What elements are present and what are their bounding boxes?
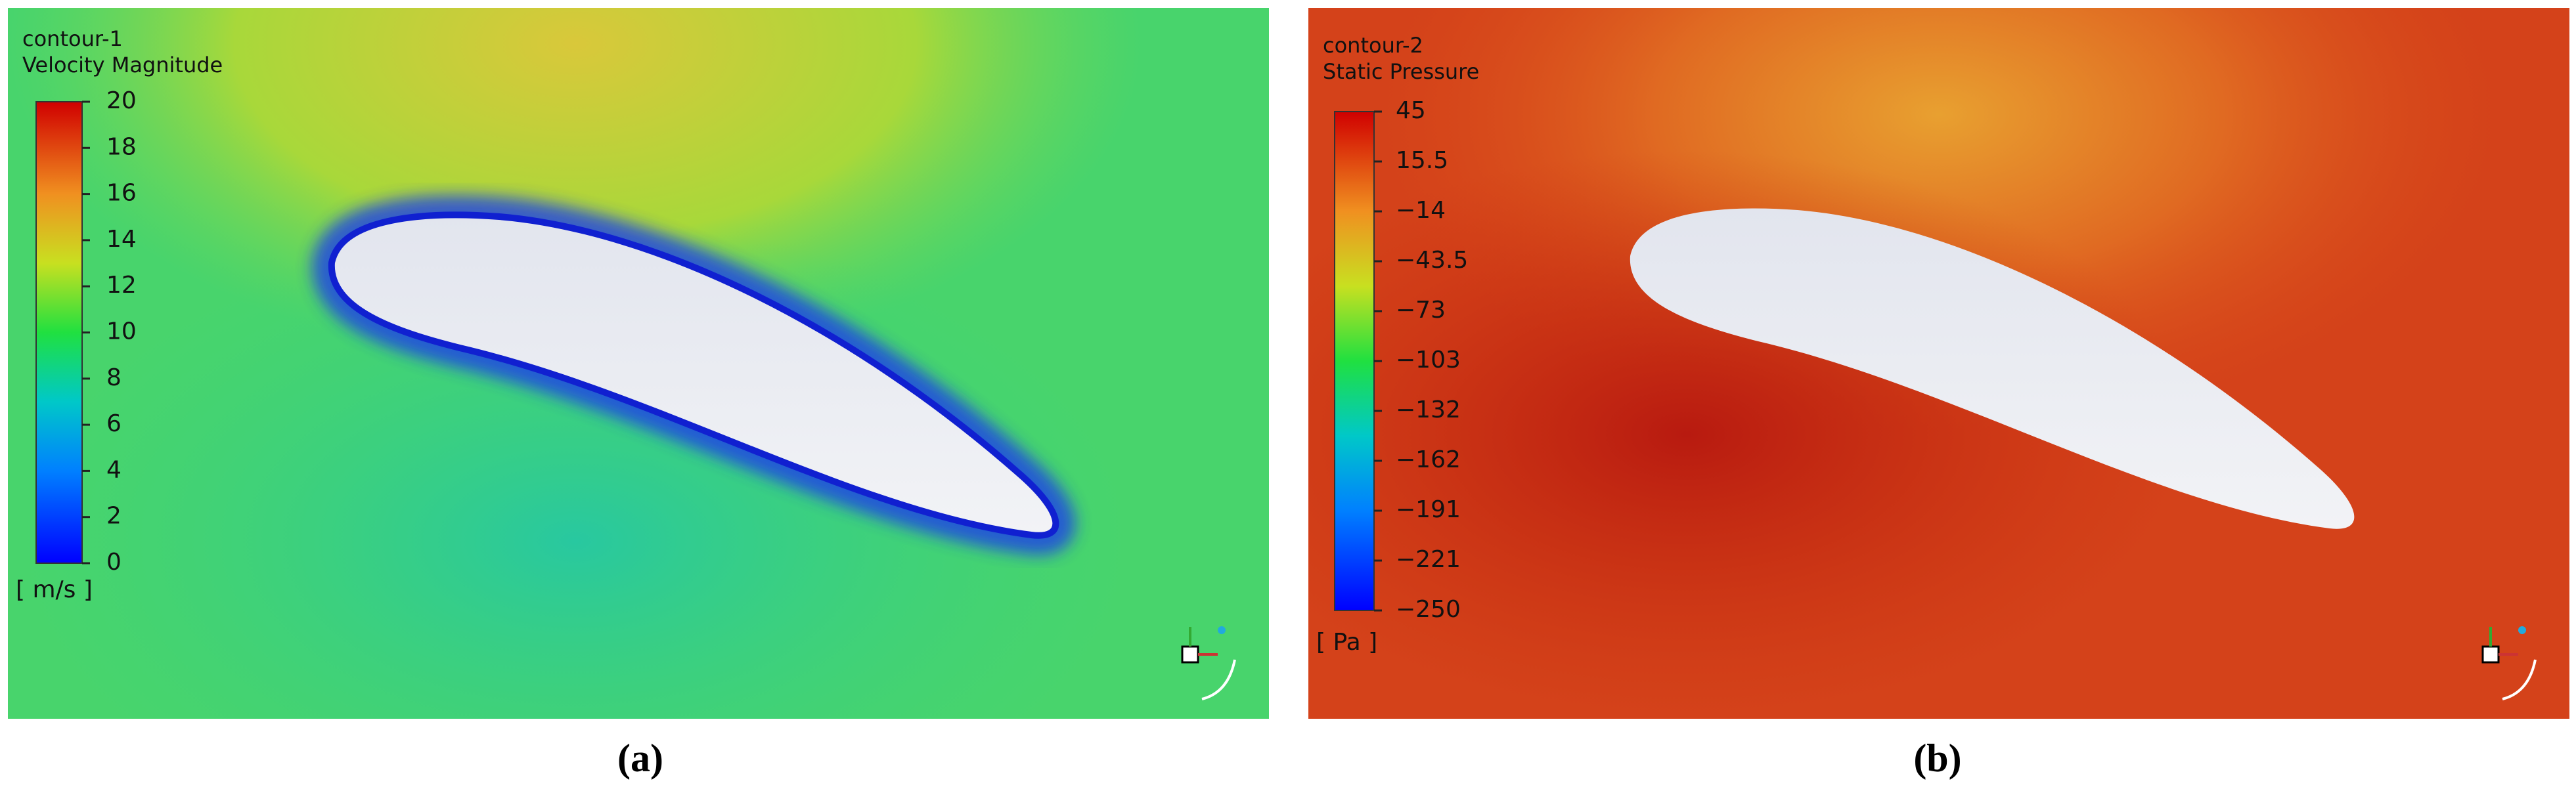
colorbar-tick-label: 20 bbox=[106, 87, 137, 114]
colorbar-tick-label: −73 bbox=[1396, 297, 1446, 324]
colorbar-units: [ m/s ] bbox=[16, 576, 93, 603]
colorbar-quantity: Static Pressure bbox=[1323, 59, 1479, 84]
colorbar-tick-label: 12 bbox=[106, 272, 137, 299]
colorbar-tick-label: −221 bbox=[1396, 546, 1461, 573]
colorbar-tick-label: 10 bbox=[106, 318, 137, 345]
colorbar-tick-label: 0 bbox=[106, 549, 122, 576]
colorbar-tick-label: 18 bbox=[106, 133, 137, 160]
colorbar-tick-label: −14 bbox=[1396, 197, 1446, 224]
axis-triad bbox=[1181, 626, 1236, 700]
colorbar-tick-label: 15.5 bbox=[1396, 147, 1448, 174]
panel-a bbox=[8, 8, 1269, 719]
colorbar-tick-label: −43.5 bbox=[1396, 247, 1468, 274]
colorbar-tick-label: 45 bbox=[1396, 97, 1426, 124]
panel-b bbox=[1308, 8, 2569, 719]
caption: (a) bbox=[617, 736, 663, 780]
colorbar-tick-label: 4 bbox=[106, 456, 122, 483]
colorbar-tick-label: −162 bbox=[1396, 446, 1461, 473]
colorbar-title: contour-1 bbox=[22, 26, 123, 51]
colorbar-tick-label: 2 bbox=[106, 503, 122, 530]
colorbar-tick-label: −103 bbox=[1396, 347, 1461, 373]
colorbar-tick-label: 6 bbox=[106, 410, 122, 437]
colorbar-tick-label: 8 bbox=[106, 364, 122, 391]
colorbar-title: contour-2 bbox=[1323, 33, 1423, 58]
colorbar-tick-label: −132 bbox=[1396, 396, 1461, 423]
colorbar-units: [ Pa ] bbox=[1316, 629, 1377, 656]
colorbar-tick-label: −191 bbox=[1396, 496, 1461, 523]
axis-triad bbox=[2481, 626, 2537, 700]
caption: (b) bbox=[1913, 736, 1961, 780]
colorbar-tick-label: −250 bbox=[1396, 596, 1461, 623]
colorbar-tick-label: 16 bbox=[106, 180, 137, 207]
colorbar-quantity: Velocity Magnitude bbox=[22, 53, 223, 77]
colorbar bbox=[35, 101, 83, 564]
colorbar bbox=[1334, 111, 1375, 611]
colorbar-tick-label: 14 bbox=[106, 226, 137, 253]
